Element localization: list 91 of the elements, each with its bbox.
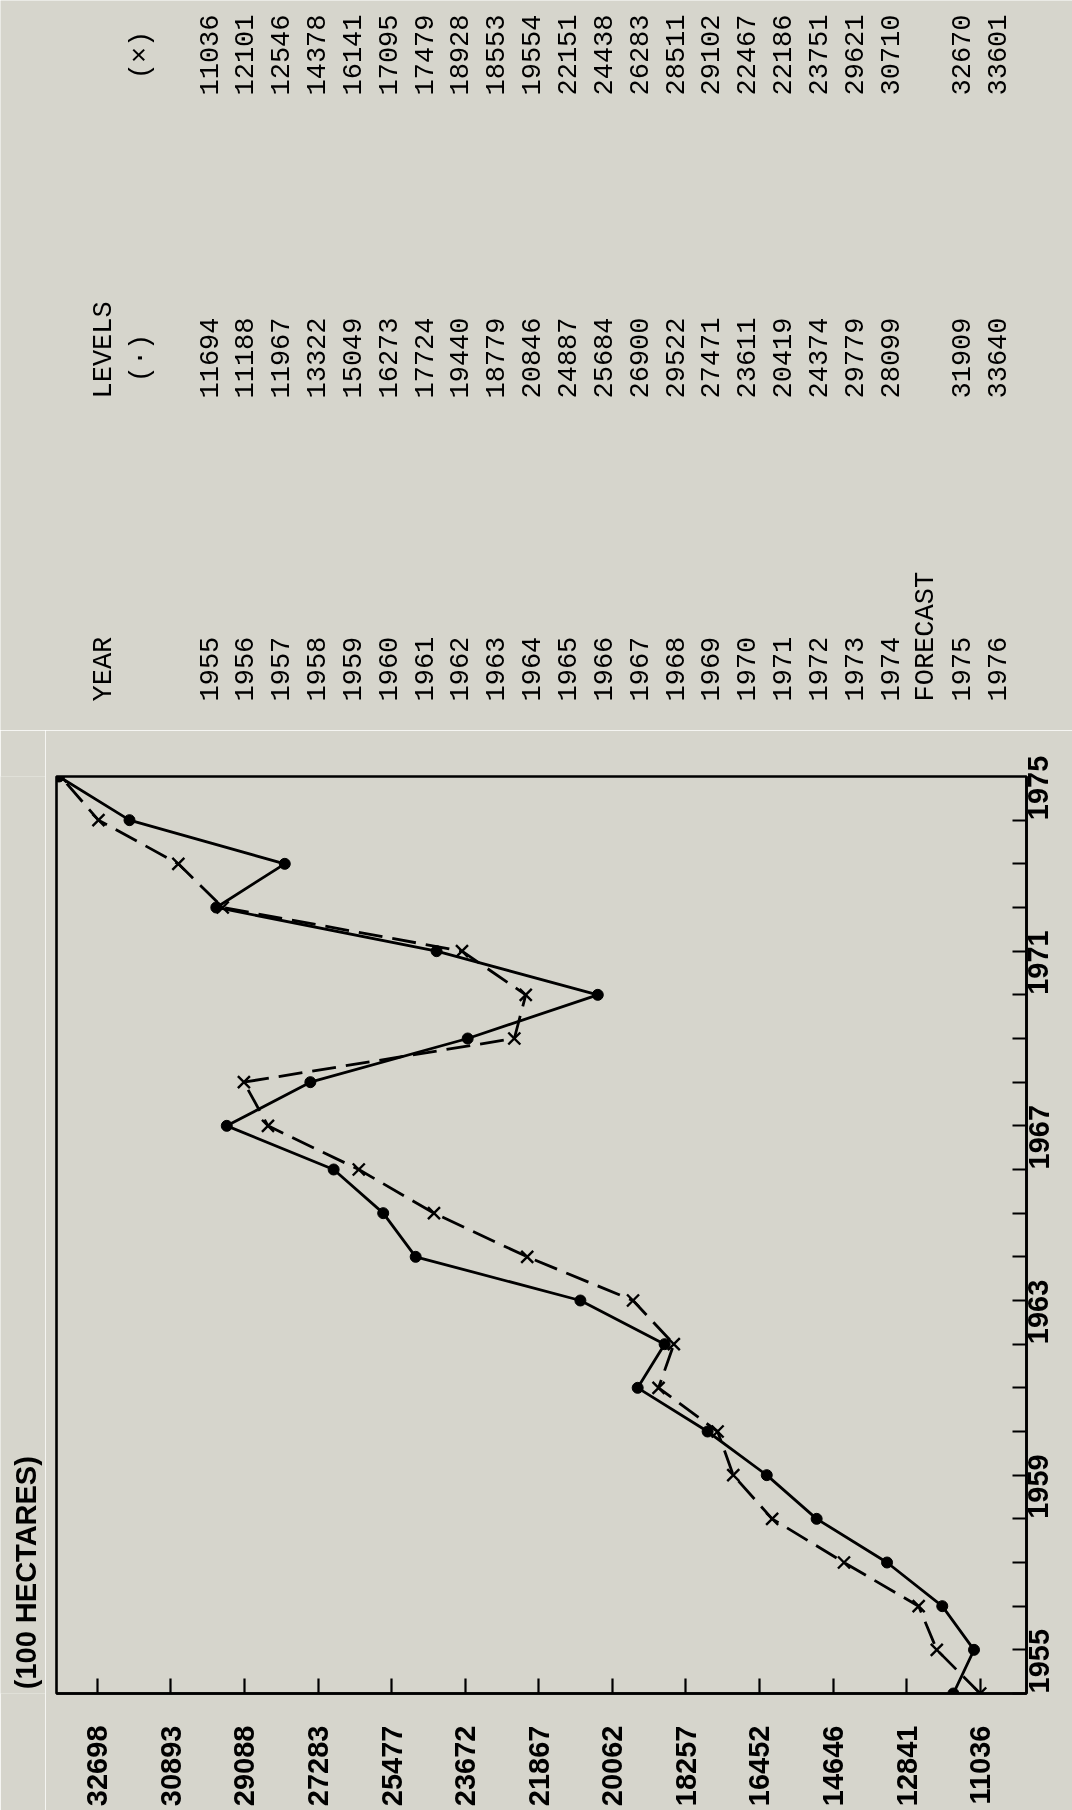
- x-tick-label: 12841: [890, 1725, 923, 1807]
- x-tick-label: 1967: [625, 636, 656, 702]
- x-tick-label: 1964: [518, 636, 549, 702]
- x-tick-label: 1974: [876, 636, 907, 702]
- data-label: 24374: [804, 317, 835, 399]
- data-label: 23751: [804, 14, 835, 96]
- data-label: 23611: [733, 317, 764, 399]
- y-tick-label: 1963: [1022, 1279, 1055, 1345]
- x-tick-label: FORECAST: [910, 571, 941, 702]
- x-tick-label: 1962: [446, 636, 477, 702]
- data-label: 11036: [195, 14, 226, 96]
- y-tick-label: 1971: [1022, 930, 1055, 995]
- data-label: 25684: [589, 317, 620, 399]
- data-label: 18928: [446, 14, 477, 96]
- data-label: 31909: [948, 317, 979, 399]
- y-tick-label: 1967: [1022, 1104, 1055, 1170]
- x-tick-label: 1959: [338, 636, 369, 702]
- x-tick-label: 30893: [154, 1725, 187, 1807]
- data-label: 16141: [338, 14, 369, 96]
- y-tick-label: 1959: [1022, 1454, 1055, 1519]
- data-label: 11967: [267, 317, 298, 399]
- x-tick-label: 29088: [228, 1725, 261, 1807]
- data-label: 17724: [410, 317, 441, 399]
- x-tick-label: 18257: [669, 1725, 702, 1807]
- data-label: 28099: [876, 317, 907, 399]
- x-tick-label: 1955: [195, 636, 226, 702]
- text: YEAR: [88, 636, 119, 702]
- data-label: 33601: [984, 14, 1015, 96]
- x-tick-label: 21867: [522, 1725, 555, 1807]
- x-tick-label: 32698: [81, 1725, 114, 1807]
- data-label: 29779: [840, 317, 871, 399]
- x-tick-label: 1975: [948, 636, 979, 702]
- text: (100 HECTARES): [9, 1456, 42, 1690]
- data-label: 26900: [625, 317, 656, 399]
- data-label: 28511: [661, 14, 692, 96]
- data-label: 17095: [374, 14, 405, 96]
- y-tick-label: 1975: [1022, 755, 1055, 821]
- data-label: 18553: [482, 14, 513, 96]
- x-tick-label: 1965: [554, 636, 584, 702]
- x-tick-label: 1960: [374, 636, 405, 702]
- data-label: 27471: [697, 317, 728, 399]
- x-tick-label: 1961: [410, 636, 441, 702]
- data-label: 16273: [374, 317, 405, 399]
- x-tick-label: 16452: [743, 1725, 776, 1807]
- data-label: 24887: [554, 317, 584, 399]
- data-label: 17479: [410, 14, 441, 96]
- x-tick-label: 1966: [589, 636, 620, 702]
- data-label: 19440: [446, 317, 477, 399]
- data-label: 22151: [554, 14, 584, 96]
- data-label: 13322: [303, 317, 334, 399]
- data-label: 26283: [625, 14, 656, 96]
- x-tick-label: 23672: [449, 1725, 482, 1807]
- data-label: 14378: [303, 14, 334, 96]
- data-label: 29522: [661, 317, 692, 399]
- data-label: 19554: [518, 14, 549, 96]
- y-tick-label: 1955: [1022, 1628, 1055, 1694]
- data-label: 22186: [769, 14, 800, 96]
- x-tick-label: 20062: [596, 1725, 629, 1807]
- x-tick-label: 1971: [769, 636, 800, 702]
- x-tick-label: 1956: [231, 636, 262, 702]
- data-label: 12101: [231, 14, 262, 96]
- data-label: 22467: [733, 14, 764, 96]
- y-tick-label: (×): [125, 30, 156, 80]
- x-tick-label: 1972: [804, 636, 835, 702]
- x-tick-label: 1969: [697, 636, 728, 702]
- data-label: 29102: [697, 14, 728, 96]
- x-tick-label: 1963: [482, 636, 513, 702]
- data-label: 20419: [769, 317, 800, 399]
- x-tick-label: 11036: [964, 1725, 997, 1805]
- data-label: 15049: [338, 317, 369, 399]
- data-label: 33640: [984, 317, 1015, 399]
- x-tick-label: 27283: [302, 1725, 335, 1807]
- data-label: 18779: [482, 317, 513, 399]
- data-label: 20846: [518, 317, 549, 399]
- data-label: 11694: [195, 317, 226, 399]
- x-tick-label: 1976: [984, 636, 1015, 702]
- x-tick-label: 1968: [661, 636, 692, 702]
- x-tick-label: 1958: [303, 636, 334, 702]
- x-tick-label: 14646: [817, 1725, 850, 1807]
- data-label: 29621: [840, 14, 871, 96]
- data-label: 32670: [948, 14, 979, 96]
- x-tick-label: 25477: [375, 1725, 408, 1807]
- data-label: 30710: [876, 14, 907, 96]
- y-tick-label: (·): [125, 333, 156, 383]
- data-label: 12546: [267, 14, 298, 96]
- data-label: 24438: [589, 14, 620, 96]
- text: LEVELS: [88, 301, 119, 399]
- x-tick-label: 1957: [267, 636, 298, 702]
- data-label: 11188: [231, 317, 262, 399]
- x-tick-label: 1970: [733, 636, 764, 702]
- x-tick-label: 1973: [840, 636, 871, 702]
